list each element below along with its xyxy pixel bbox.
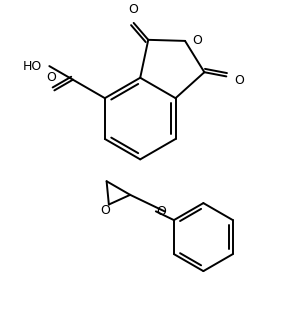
Text: HO: HO (22, 60, 42, 73)
Text: O: O (192, 34, 202, 47)
Text: O: O (234, 74, 244, 87)
Text: O: O (101, 204, 110, 217)
Text: O: O (129, 3, 139, 16)
Text: O: O (157, 205, 167, 218)
Text: O: O (47, 71, 56, 84)
